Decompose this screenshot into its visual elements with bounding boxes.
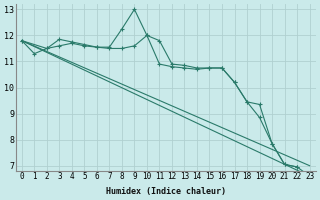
X-axis label: Humidex (Indice chaleur): Humidex (Indice chaleur) (106, 187, 226, 196)
